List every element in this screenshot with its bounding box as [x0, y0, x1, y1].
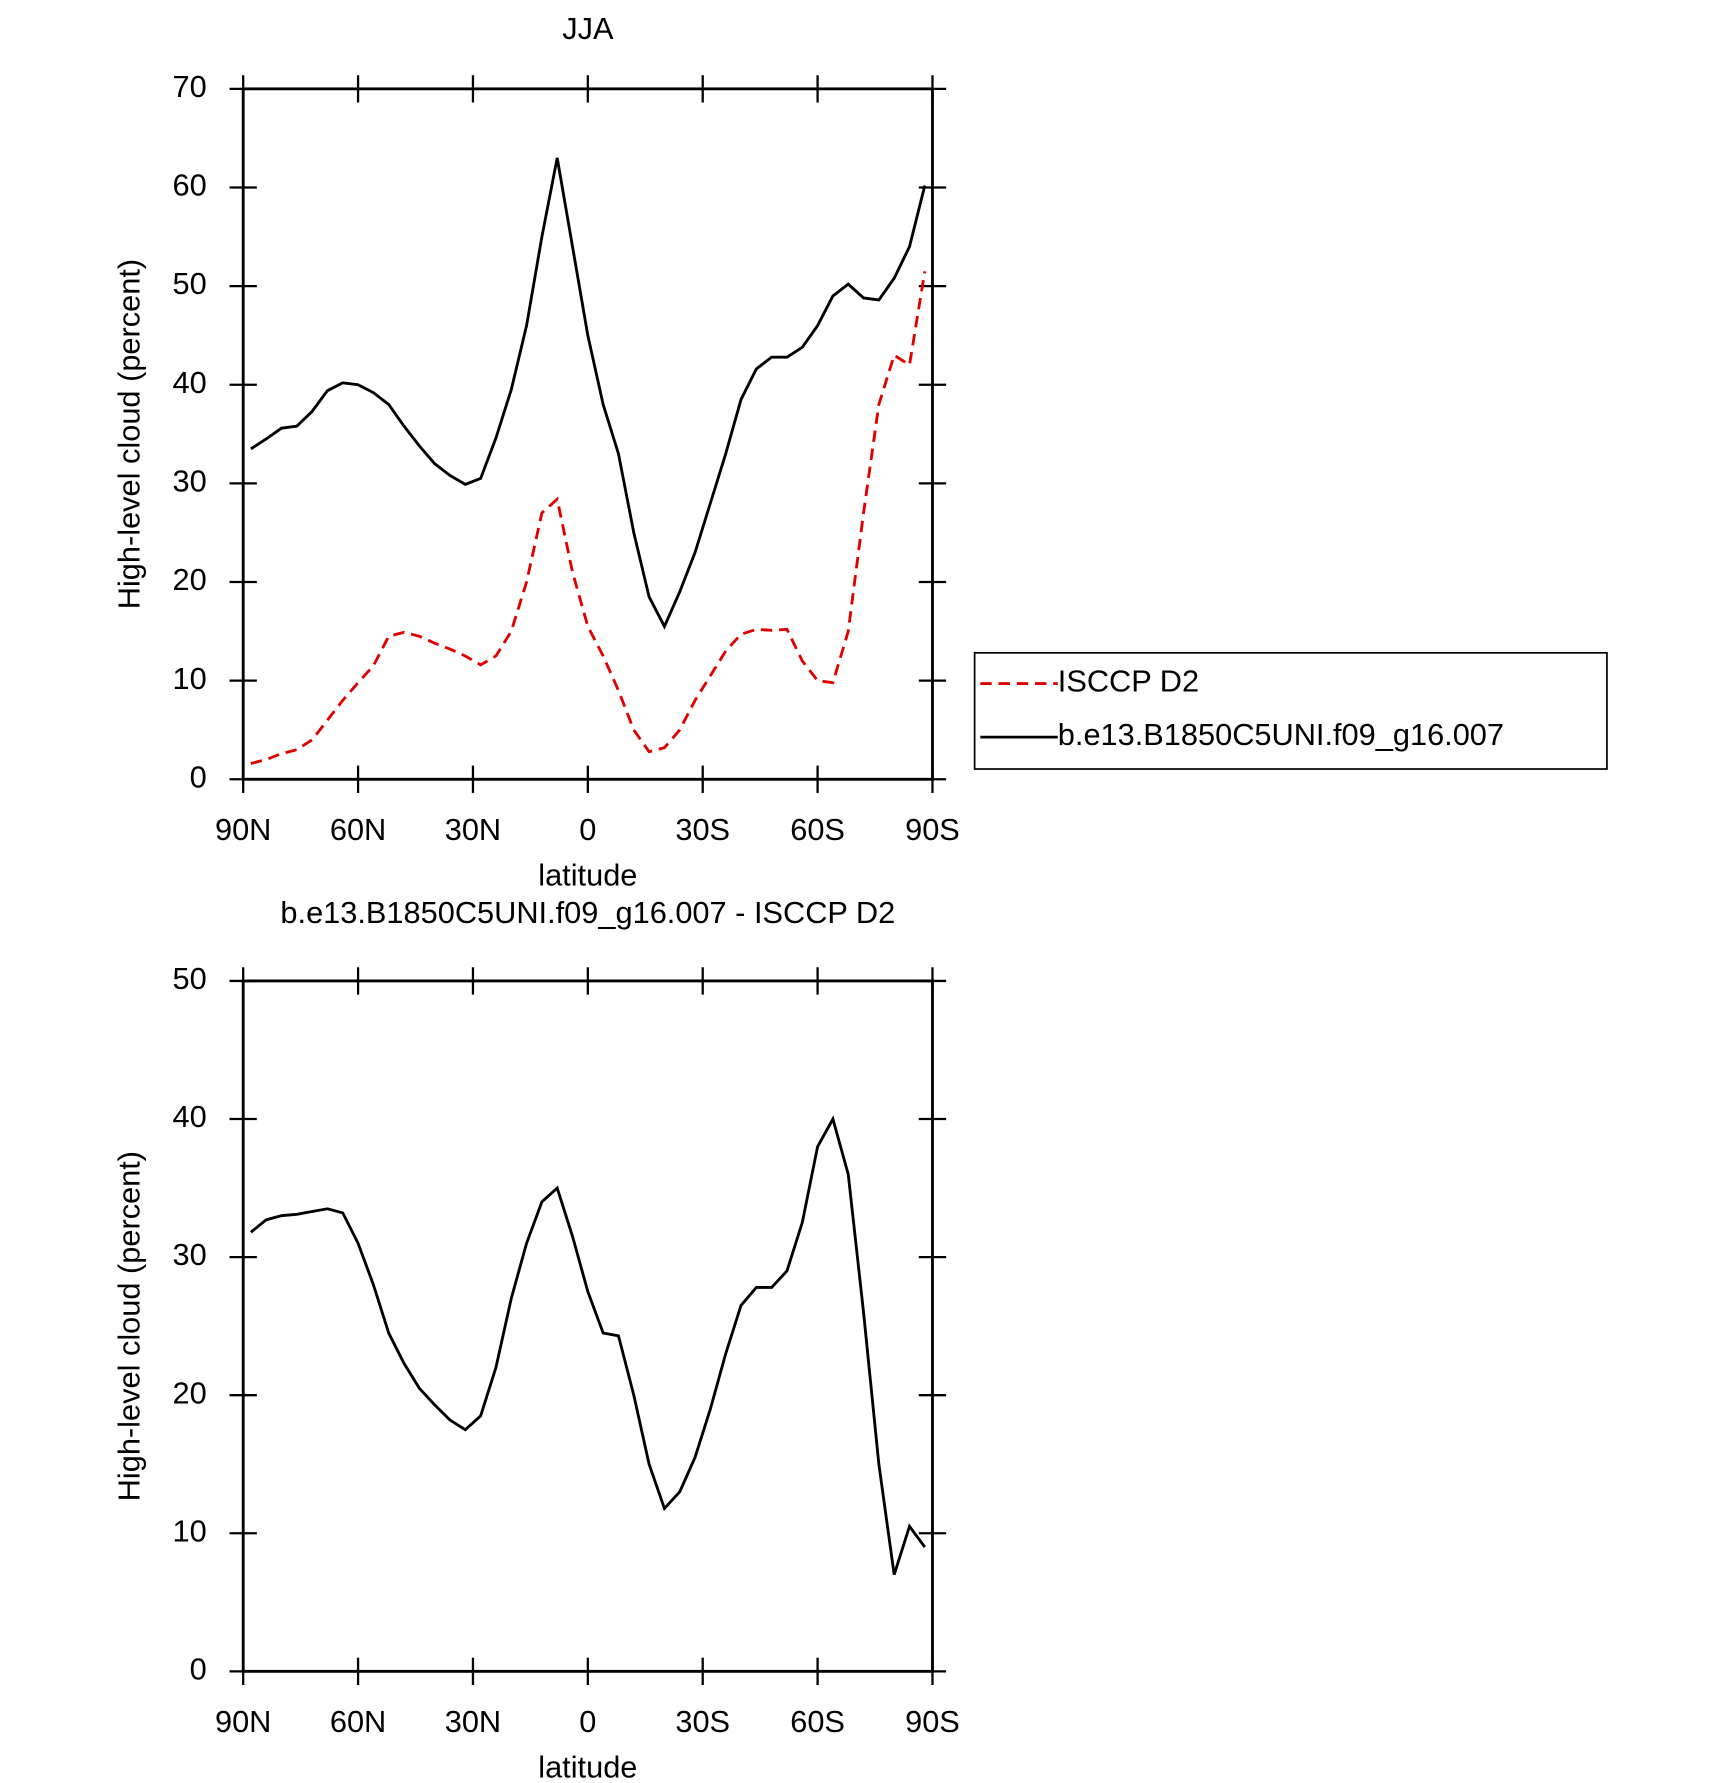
- y-tick-label: 10: [173, 1513, 207, 1548]
- legend-box: [973, 651, 1608, 770]
- y-tick-label: 30: [173, 1237, 207, 1272]
- y-tick-label: 10: [173, 661, 207, 696]
- y-tick-label: 0: [190, 1651, 207, 1686]
- plot-frame: [241, 979, 934, 1673]
- chart-title: JJA: [562, 11, 614, 46]
- y-tick-label: 70: [173, 69, 207, 104]
- y-axis-label: High-level cloud (percent): [112, 1151, 147, 1501]
- x-tick-label: 90N: [215, 1704, 271, 1739]
- x-tick-label: 90S: [905, 1704, 960, 1739]
- x-tick-label: 60S: [790, 1704, 845, 1739]
- y-tick-label: 60: [173, 168, 207, 203]
- x-tick-label: 0: [579, 1704, 596, 1739]
- x-tick-label: 60N: [330, 812, 386, 847]
- x-tick-label: 90S: [905, 812, 960, 847]
- data-line: [249, 1115, 926, 1576]
- x-tick-label: 30N: [445, 812, 501, 847]
- legend-label: ISCCP D2: [1058, 664, 1199, 699]
- x-tick-label: 90N: [215, 812, 271, 847]
- x-axis-label: latitude: [538, 1749, 637, 1783]
- y-tick-label: 50: [173, 961, 207, 996]
- y-tick-label: 20: [173, 562, 207, 597]
- plot-frame: [241, 87, 934, 781]
- x-tick-label: 0: [579, 812, 596, 847]
- y-axis-label: High-level cloud (percent): [112, 259, 147, 609]
- x-tick-label: 60S: [790, 812, 845, 847]
- y-tick-label: 0: [190, 759, 207, 794]
- x-axis-label: latitude: [538, 857, 637, 892]
- legend-label: b.e13.B1850C5UNI.f09_g16.007: [1058, 717, 1504, 752]
- y-tick-label: 40: [173, 1099, 207, 1134]
- y-tick-label: 50: [173, 266, 207, 301]
- chart-title: b.e13.B1850C5UNI.f09_g16.007 - ISCCP D2: [280, 895, 895, 930]
- x-tick-label: 60N: [330, 1704, 386, 1739]
- data-line: [250, 271, 927, 765]
- x-tick-label: 30S: [675, 812, 730, 847]
- y-tick-label: 20: [173, 1375, 207, 1410]
- y-tick-label: 30: [173, 464, 207, 499]
- x-tick-label: 30S: [675, 1704, 730, 1739]
- y-tick-label: 40: [173, 365, 207, 400]
- data-line: [250, 157, 927, 630]
- x-tick-label: 30N: [445, 1704, 501, 1739]
